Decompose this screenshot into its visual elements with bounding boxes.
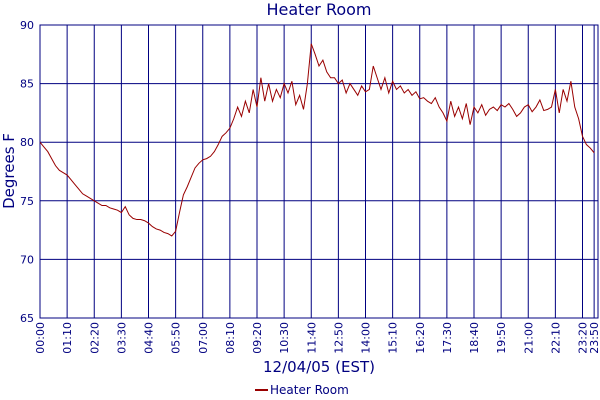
y-tick-label: 85 <box>20 78 34 91</box>
y-tick-label: 75 <box>20 195 34 208</box>
y-tick-label: 90 <box>20 19 34 32</box>
y-axis-label: Degrees F <box>0 133 18 209</box>
x-tick-label: 22:10 <box>549 322 562 354</box>
x-tick-label: 23:20 <box>577 322 590 354</box>
x-tick-label: 09:20 <box>251 322 264 354</box>
x-tick-label: 04:40 <box>143 322 156 354</box>
x-tick-label: 03:30 <box>115 322 128 354</box>
x-tick-label: 23:50 <box>588 322 600 354</box>
x-tick-label: 17:30 <box>441 322 454 354</box>
x-tick-label: 18:40 <box>468 322 481 354</box>
x-tick-label: 12:50 <box>332 322 345 354</box>
y-tick-label: 70 <box>20 253 34 266</box>
x-tick-label: 10:30 <box>278 322 291 354</box>
x-tick-label: 05:50 <box>170 322 183 354</box>
x-tick-label: 14:00 <box>360 322 373 354</box>
x-tick-label: 02:20 <box>88 322 101 354</box>
y-tick-label: 80 <box>20 136 34 149</box>
x-tick-label: 21:00 <box>522 322 535 354</box>
x-tick-label: 15:10 <box>387 322 400 354</box>
plot-frame <box>39 24 599 319</box>
x-tick-label: 16:20 <box>414 322 427 354</box>
chart-title: Heater Room <box>266 0 371 19</box>
x-tick-label: 00:00 <box>34 322 47 354</box>
x-tick-label: 07:00 <box>197 322 210 354</box>
data-line <box>39 43 595 237</box>
x-tick-label: 19:50 <box>495 322 508 354</box>
y-tick-label: 65 <box>20 312 34 325</box>
x-tick-label: 08:10 <box>224 322 237 354</box>
legend-label: Heater Room <box>270 383 349 397</box>
x-tick-label: 11:40 <box>305 322 318 354</box>
x-axis-label: 12/04/05 (EST) <box>263 358 375 376</box>
x-tick-label: 01:10 <box>61 322 74 354</box>
